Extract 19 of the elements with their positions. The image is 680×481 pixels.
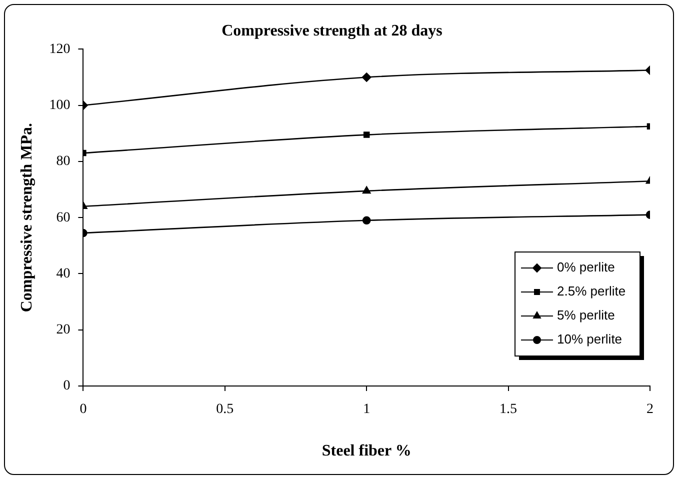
- x-tick-label: 2: [646, 402, 654, 418]
- legend-label: 10% perlite: [557, 332, 622, 347]
- chart-title: Compressive strength at 28 days: [222, 22, 442, 40]
- y-tick-label: 20: [56, 322, 70, 338]
- legend-label: 5% perlite: [557, 308, 615, 323]
- x-axis-title: Steel fiber %: [322, 442, 412, 460]
- legend-label: 0% perlite: [557, 260, 615, 275]
- y-axis-title: Compressive strength MPa.: [18, 123, 36, 312]
- x-tick-label: 1: [363, 402, 370, 418]
- x-tick-label: 1.5: [500, 402, 518, 418]
- y-tick-label: 120: [49, 42, 70, 57]
- y-tick-label: 60: [56, 210, 70, 226]
- x-tick-label: 0.5: [216, 402, 234, 418]
- legend-label: 2.5% perlite: [557, 284, 626, 299]
- y-tick-label: 0: [63, 378, 70, 394]
- x-tick-label: 0: [80, 402, 87, 418]
- y-tick-label: 40: [56, 266, 70, 282]
- y-tick-label: 80: [56, 154, 70, 170]
- y-tick-label: 100: [49, 98, 70, 114]
